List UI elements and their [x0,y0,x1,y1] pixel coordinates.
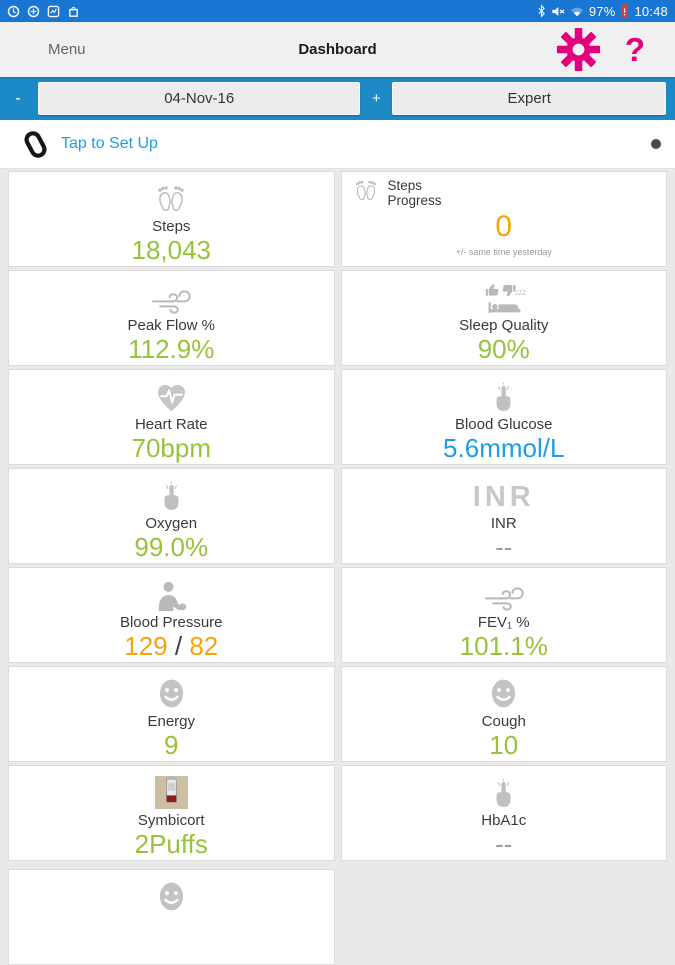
wifi-icon [570,6,584,17]
tile-grid: Steps 18,043 Steps Progress 0 +/- same t… [0,171,675,965]
tile-value-part: 129 [124,631,168,662]
mute-icon [551,5,565,18]
inr-text-icon: INR [472,480,535,513]
tile-label: Symbicort [137,811,205,829]
expert-mode-button[interactable]: Expert [392,82,666,115]
wind-icon [150,279,192,314]
app-header: Menu Dashboard ? [0,22,675,77]
battery-percent: 97% [588,3,616,19]
tile-label: Heart Rate [134,415,208,433]
next-day-button[interactable]: + [372,90,381,107]
tile-cough[interactable]: Cough 10 [340,666,667,762]
tile-value: 99.0% [134,532,209,563]
tile-value: -- [495,829,513,860]
tile-value: 0 [495,210,513,243]
tile-peak-flow[interactable]: Peak Flow % 112.9% [8,270,335,366]
tile-value: 70bpm [131,433,212,464]
tile-value-part: / [167,631,190,662]
help-button[interactable]: ? [624,31,645,68]
menu-button[interactable]: Menu [48,41,86,58]
tile-label: Energy [147,712,196,730]
tile-value: 101.1% [459,631,548,662]
tile-label: Peak Flow % [127,316,216,334]
tile-value: 18,043 [131,235,212,266]
tile-heart-rate[interactable]: Heart Rate 70bpm [8,369,335,465]
tile-oxygen[interactable]: Oxygen 99.0% [8,468,335,564]
date-picker-button[interactable]: 04-Nov-16 [38,82,361,115]
tile-label: Cough [481,712,526,730]
tile-value: 2Puffs [134,829,208,860]
prev-day-button[interactable]: - [15,89,21,107]
status-notification-icons [7,5,537,18]
person-icon [151,576,191,611]
tile-blood-glucose[interactable]: Blood Glucose 5.6mmol/L [340,369,667,465]
inhaler-icon [154,774,188,809]
finger-prick-icon [491,774,516,809]
date-bar: - 04-Nov-16 + Expert [0,77,675,120]
footprints-icon [153,180,189,215]
device-setup-bar[interactable]: Tap to Set Up [0,120,675,169]
tile-value: -- [495,532,513,563]
tile-blood-pressure[interactable]: Blood Pressure 129 / 82 [8,567,335,663]
app-notification-icon [67,5,80,18]
sync-status-dot [651,139,661,149]
tile-label: Steps [152,217,191,235]
smiley-icon [488,675,519,710]
status-bar: 97% 10:48 [0,0,675,22]
heart-ecg-icon [154,378,189,413]
tile-value: 112.9% [128,334,215,365]
tile-fev1[interactable]: FEV₁ % 101.1% [340,567,667,663]
smiley-icon [156,878,187,913]
wind-icon [483,576,525,611]
smiley-icon [156,675,187,710]
tile-value-part: 82 [189,631,219,662]
finger-prick-icon [491,378,516,413]
fitness-band-icon [22,130,49,158]
tile-label: Steps Progress [387,178,442,208]
tile-extra-partial[interactable] [8,869,335,965]
tile-symbicort[interactable]: Symbicort 2Puffs [8,765,335,861]
tile-energy[interactable]: Energy 9 [8,666,335,762]
footprints-icon [352,180,380,203]
sleep-icon: zZZ [482,279,526,314]
tile-note: +/- same time yesterday [455,246,552,257]
tile-steps-progress[interactable]: Steps Progress 0 +/- same time yesterday [340,171,667,267]
tile-label: HbA1c [481,811,527,829]
tile-value: 9 [164,730,179,761]
finger-prick-icon [159,477,184,512]
tile-label: Oxygen [145,514,198,532]
tile-value: 90% [477,334,530,365]
tile-label: INR [490,514,517,532]
battery-icon [620,4,629,18]
tile-label: FEV₁ % [477,613,530,631]
setup-link[interactable]: Tap to Set Up [61,135,158,152]
tile-value: 5.6mmol/L [443,433,565,464]
app-notification-icon [27,5,40,18]
tile-steps[interactable]: Steps 18,043 [8,171,335,267]
tile-label: Blood Pressure [119,613,223,631]
app-notification-icon [7,5,20,18]
svg-text:zZZ: zZZ [515,289,526,296]
tile-inr[interactable]: INR INR -- [340,468,667,564]
tile-hba1c[interactable]: HbA1c -- [340,765,667,861]
clock: 10:48 [634,3,668,19]
tile-sleep-quality[interactable]: zZZ Sleep Quality 90% [340,270,667,366]
tile-label: Sleep Quality [459,316,549,334]
tile-value: 10 [489,730,519,761]
tile-label: Blood Glucose [454,415,553,433]
gear-icon[interactable] [556,27,601,72]
bluetooth-icon [537,4,546,18]
tile-value: 129 / 82 [124,631,219,662]
app-notification-icon [47,5,60,18]
